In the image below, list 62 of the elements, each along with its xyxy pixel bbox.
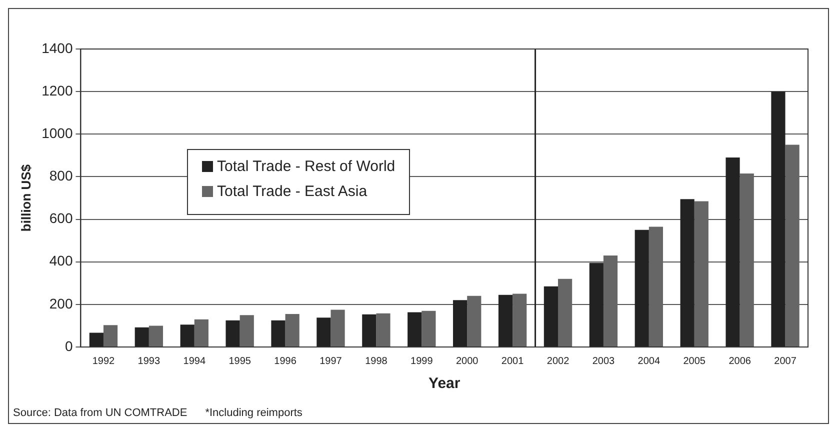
y-tick-label: 800 xyxy=(49,168,73,184)
bar xyxy=(376,313,390,346)
bar xyxy=(785,144,800,346)
x-tick-label: 1995 xyxy=(228,356,252,367)
y-tick-label: 600 xyxy=(49,210,73,226)
y-tick-label: 400 xyxy=(49,252,73,269)
bar xyxy=(589,262,604,346)
bar xyxy=(240,315,254,346)
bar xyxy=(180,324,194,346)
x-tick-label: 2001 xyxy=(501,356,524,367)
x-tick-label: 2000 xyxy=(456,356,479,367)
y-tick-label: 1200 xyxy=(42,82,73,98)
text: *Including reimports xyxy=(205,407,302,419)
bar xyxy=(194,319,208,346)
bar xyxy=(740,174,754,346)
y-axis-title: billion US$ xyxy=(18,164,34,232)
y-tick-label: 1000 xyxy=(42,125,73,141)
bar xyxy=(316,318,331,346)
x-tick-label: 1994 xyxy=(183,356,206,367)
x-tick-label: 1996 xyxy=(274,356,297,367)
bar xyxy=(694,201,708,346)
bar xyxy=(148,326,164,346)
bar xyxy=(680,199,694,346)
legend-label: Total Trade - Rest of World xyxy=(217,158,396,175)
x-tick-label: 2007 xyxy=(774,356,797,367)
bar xyxy=(271,320,286,346)
bar xyxy=(330,310,345,346)
bar xyxy=(544,286,558,346)
x-tick-label: 1992 xyxy=(92,356,116,367)
bar xyxy=(134,327,149,346)
bar xyxy=(603,255,618,346)
y-tick-label: 200 xyxy=(49,295,73,312)
bar xyxy=(498,294,513,346)
x-tick-label: 2002 xyxy=(546,356,570,367)
bar xyxy=(285,314,300,346)
x-axis-title: Year xyxy=(428,375,460,392)
x-tick-label: 2004 xyxy=(638,356,660,367)
x-tick-label: 2006 xyxy=(728,356,752,367)
bar xyxy=(467,296,482,346)
y-tick-label: 1400 xyxy=(42,40,73,56)
bar xyxy=(103,325,118,346)
x-tick-label: 1997 xyxy=(320,356,342,367)
x-tick-label: 2003 xyxy=(592,356,616,367)
bar xyxy=(422,310,436,346)
bar xyxy=(648,226,664,346)
bar xyxy=(89,332,104,346)
x-tick-label: 1993 xyxy=(138,356,160,367)
bar xyxy=(558,278,572,346)
source-note: Source: Data from UN COMTRADE xyxy=(13,407,188,419)
bar xyxy=(362,314,376,346)
bar xyxy=(408,312,422,346)
legend-label: Total Trade - East Asia xyxy=(217,183,368,200)
bar xyxy=(726,158,740,346)
x-tick-label: 1999 xyxy=(410,356,434,367)
x-tick-label: 1998 xyxy=(365,356,388,367)
bar xyxy=(512,294,527,346)
bar xyxy=(634,230,649,346)
bar xyxy=(771,92,786,346)
bar xyxy=(226,320,240,346)
bar xyxy=(453,300,468,346)
x-tick-label: 2005 xyxy=(683,356,706,367)
y-tick-label: 0 xyxy=(64,338,73,354)
